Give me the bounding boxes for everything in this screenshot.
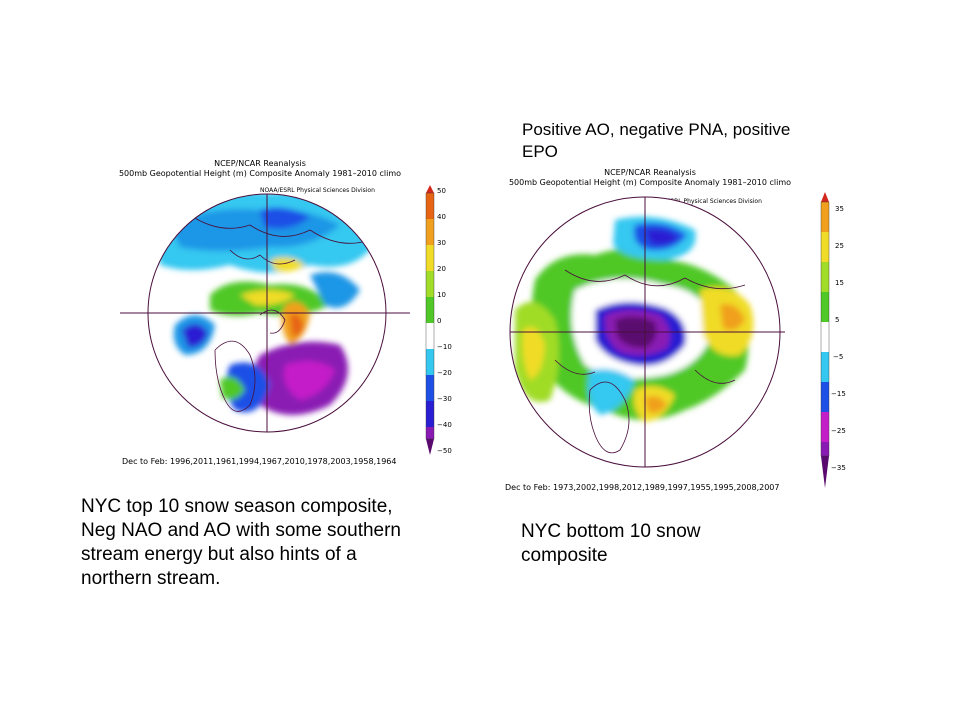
- right-colorbar: [820, 192, 830, 488]
- left-map-header-line1: NCEP/NCAR Reanalysis: [214, 159, 306, 168]
- left-map-header-line2: 500mb Geopotential Height (m) Composite …: [118, 169, 402, 178]
- left-colorbar-label-3: 20: [437, 265, 446, 273]
- right-map-footer: Dec to Feb: 1973,2002,1998,2012,1989,199…: [505, 483, 780, 492]
- left-map-credit: NOAA/ESRL Physical Sciences Division: [260, 187, 375, 194]
- left-colorbar: [425, 185, 435, 455]
- left-colorbar-label-6: −10: [437, 343, 452, 351]
- left-anomaly-map-panel: NCEP/NCAR Reanalysis 500mb Geopotential …: [110, 155, 460, 475]
- left-map-footer: Dec to Feb: 1996,2011,1961,1994,1967,201…: [122, 457, 397, 466]
- left-colorbar-label-4: 10: [437, 291, 446, 299]
- right-colorbar-label-0: 35: [835, 205, 844, 213]
- left-map-description-caption: NYC top 10 snow season composite, Neg NA…: [81, 496, 401, 589]
- left-map-header: NCEP/NCAR Reanalysis 500mb Geopotential …: [110, 159, 410, 179]
- right-anomaly-map-panel: NCEP/NCAR Reanalysis 500mb Geopotential …: [495, 160, 846, 495]
- left-colorbar-label-10: −50: [437, 447, 452, 455]
- left-colorbar-label-5: 0: [437, 317, 442, 325]
- right-map-description-caption: NYC bottom 10 snow composite: [521, 521, 701, 566]
- right-colorbar-label-4: −5: [833, 353, 844, 361]
- left-colorbar-label-1: 40: [437, 213, 446, 221]
- right-colorbar-label-1: 25: [835, 242, 844, 250]
- right-colorbar-label-3: 5: [835, 316, 840, 324]
- right-colorbar-label-6: −25: [831, 427, 846, 435]
- right-map-credit: NOAA/ESRL Physical Sciences Division: [647, 198, 762, 205]
- right-colorbar-label-7: −35: [831, 464, 846, 472]
- right-polar-map: [509, 196, 785, 468]
- right-map-header-line2: 500mb Geopotential Height (m) Composite …: [508, 178, 792, 187]
- right-map-header: NCEP/NCAR Reanalysis 500mb Geopotential …: [495, 168, 805, 188]
- right-colorbar-label-2: 15: [835, 279, 844, 287]
- left-colorbar-label-7: −20: [437, 369, 452, 377]
- left-colorbar-label-9: −40: [437, 421, 452, 429]
- left-colorbar-label-8: −30: [437, 395, 452, 403]
- left-colorbar-label-0: 50: [437, 187, 446, 195]
- right-colorbar-label-5: −15: [831, 390, 846, 398]
- right-map-title-caption: Positive AO, negative PNA, positive EPO: [522, 120, 791, 161]
- left-colorbar-label-2: 30: [437, 239, 446, 247]
- right-map-header-line1: NCEP/NCAR Reanalysis: [604, 168, 696, 177]
- left-polar-map: [120, 193, 410, 433]
